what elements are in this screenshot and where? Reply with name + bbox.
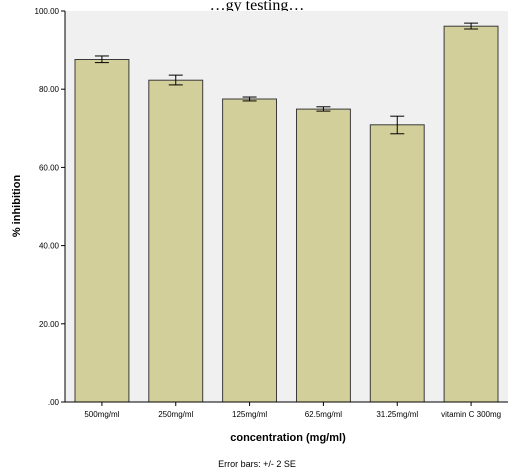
y-tick-label: 40.00 xyxy=(39,242,60,251)
bar xyxy=(369,124,425,403)
y-tick-label: 80.00 xyxy=(39,85,60,94)
x-axis-title: concentration (mg/ml) xyxy=(230,432,346,444)
y-tick-label: 100.00 xyxy=(35,7,60,16)
y-tick-label: 20.00 xyxy=(39,320,60,329)
y-axis-title: % inhibition xyxy=(11,175,23,238)
bar xyxy=(222,98,278,403)
error-bar xyxy=(94,55,109,64)
x-tick-label: 500mg/ml xyxy=(84,410,119,419)
error-bar xyxy=(168,74,183,86)
y-tick-label: 60.00 xyxy=(39,163,60,172)
error-bar xyxy=(464,22,479,30)
y-ticks: .00 20.00 40.00 60.00 80.00 100.00 xyxy=(35,7,65,407)
header-text: …gy testing… xyxy=(210,0,305,14)
x-tick-label: 250mg/ml xyxy=(158,410,193,419)
error-bar xyxy=(316,106,331,112)
x-tick-label: 62.5mg/ml xyxy=(305,410,343,419)
x-ticks: 500mg/ml 250mg/ml 125mg/ml 62.5mg/ml 31.25mg… xyxy=(84,402,501,419)
x-tick-label: vitamin C 300mg xyxy=(441,410,501,419)
y-tick-label: .00 xyxy=(48,398,60,407)
bar xyxy=(443,25,499,403)
bar xyxy=(74,59,130,403)
error-bar xyxy=(242,96,257,102)
bar xyxy=(148,79,204,403)
error-bar xyxy=(390,115,405,135)
error-bars-layer xyxy=(94,22,479,135)
x-tick-label: 31.25mg/ml xyxy=(376,410,418,419)
x-tick-label: 125mg/ml xyxy=(232,410,267,419)
bar xyxy=(296,108,351,403)
plot-area xyxy=(65,11,508,402)
error-bars-note: Error bars: +/- 2 SE xyxy=(218,459,296,469)
